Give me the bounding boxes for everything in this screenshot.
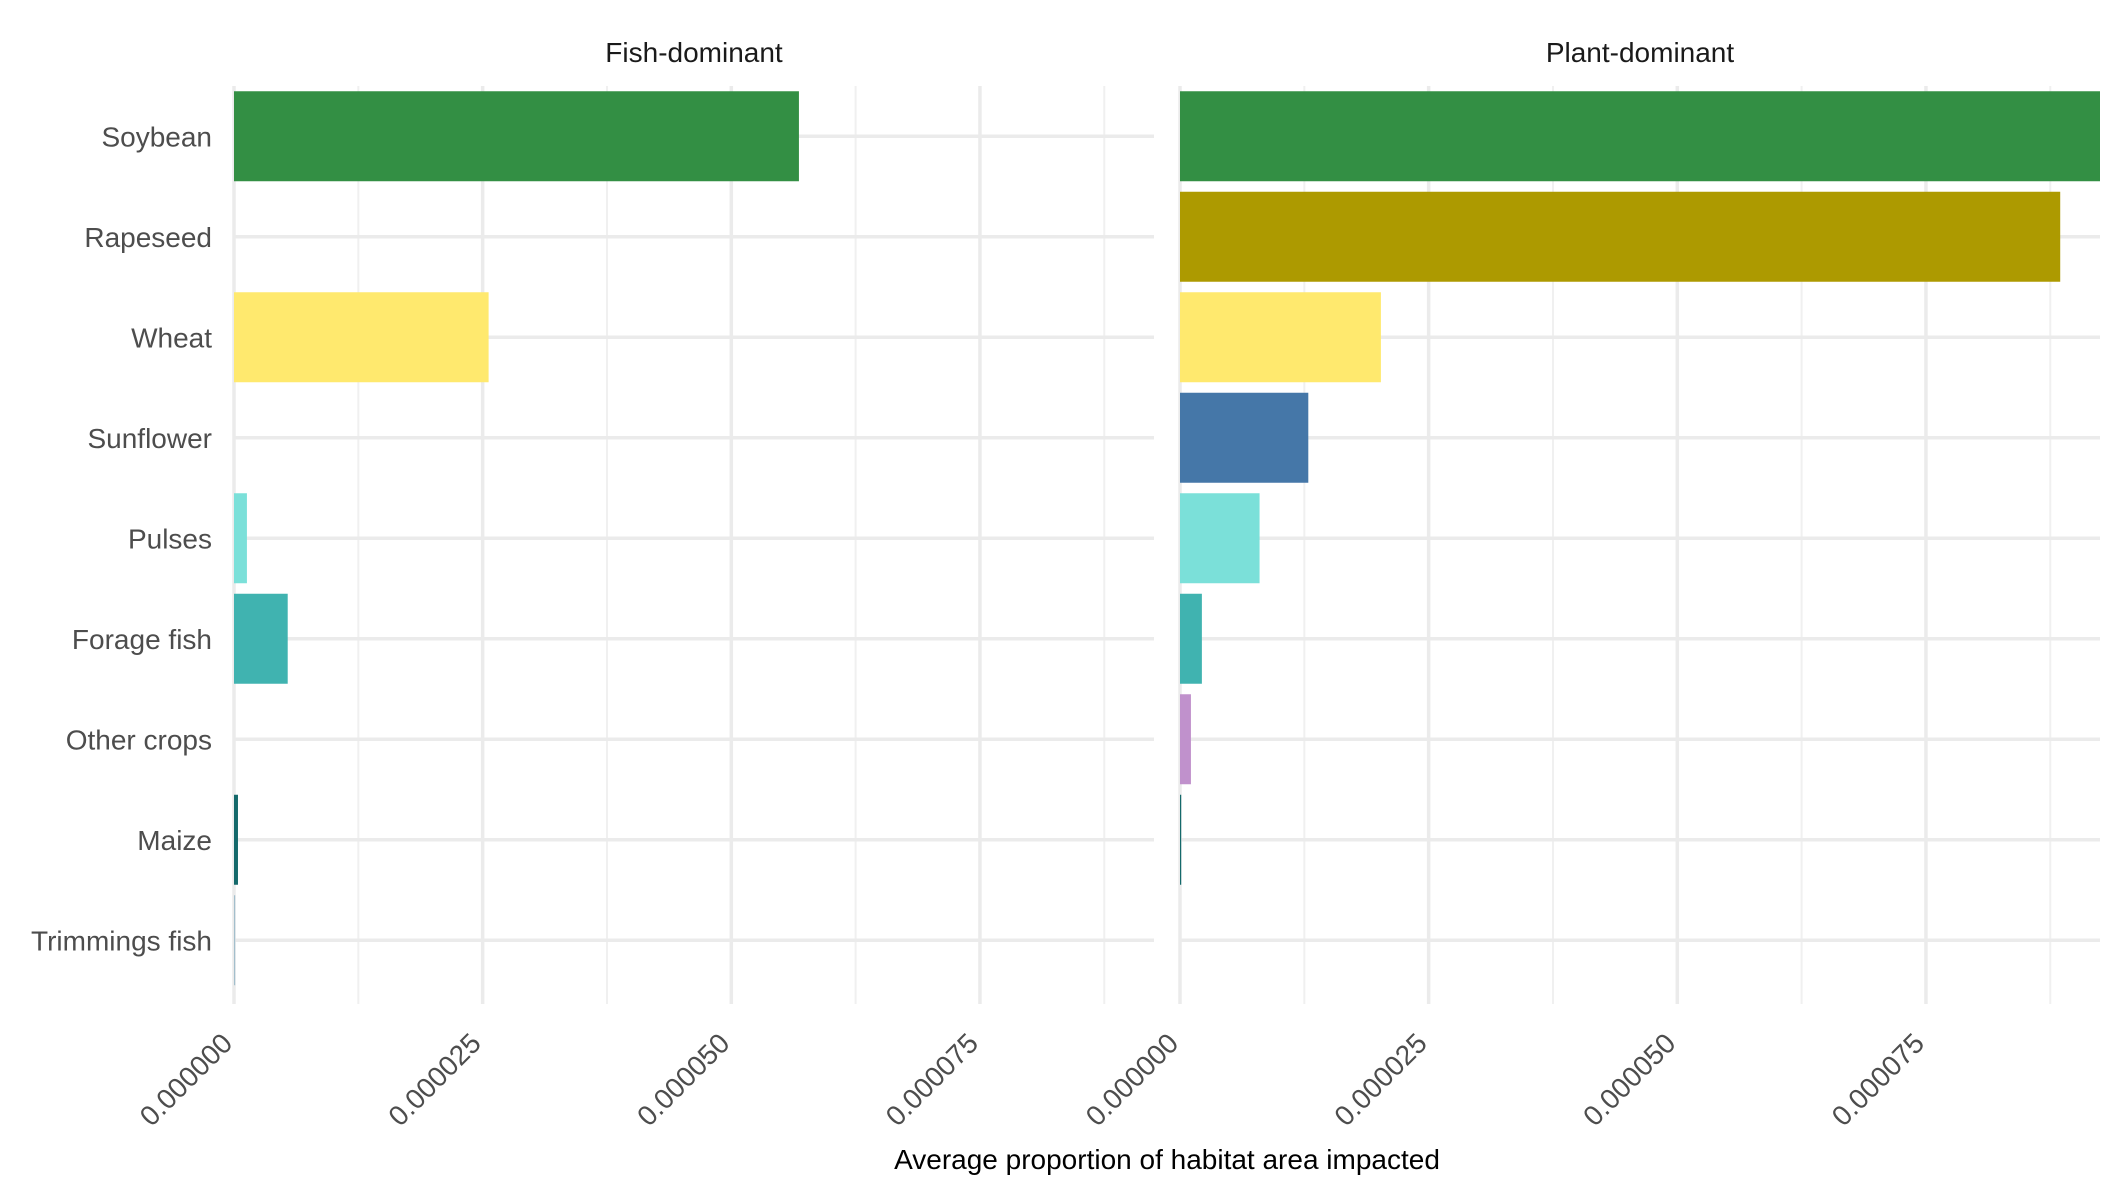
y-tick-label-pulses: Pulses — [128, 523, 212, 554]
bar-plant-dominant-wheat — [1180, 292, 1381, 383]
bar-plant-dominant-rapeseed — [1180, 191, 2061, 282]
x-axis-title: Average proportion of habitat area impac… — [894, 1144, 1440, 1175]
bar-fish-dominant-wheat — [234, 292, 489, 383]
bar-plant-dominant-forage-fish — [1180, 593, 1202, 684]
y-tick-label-wheat: Wheat — [131, 322, 212, 353]
y-tick-label-sunflower: Sunflower — [87, 423, 212, 454]
panel-fish-dominant: Fish-dominant 0.000000 0.000025 0.000050 0.0… — [134, 37, 1154, 1132]
y-tick-label-soybean: Soybean — [101, 121, 212, 152]
x-tick-label: 0.000000 — [1080, 1027, 1185, 1132]
x-tick-label: 0.000075 — [880, 1027, 985, 1132]
y-tick-label-maize: Maize — [137, 825, 212, 856]
bar-fish-dominant-soybean — [234, 91, 799, 182]
x-tick-label: 0.000050 — [631, 1027, 736, 1132]
y-tick-label-trimmings-fish: Trimmings fish — [31, 925, 212, 956]
x-tick-label: 0.000025 — [1328, 1027, 1433, 1132]
x-tick-label: 0.000000 — [134, 1027, 239, 1132]
bar-plant-dominant-soybean — [1180, 91, 2100, 182]
y-tick-label-rapeseed: Rapeseed — [84, 222, 212, 253]
bar-plant-dominant-maize — [1180, 794, 1182, 885]
y-tick-label-other-crops: Other crops — [66, 724, 212, 755]
bar-plant-dominant-other-crops — [1180, 694, 1191, 785]
bar-fish-dominant-pulses — [234, 493, 247, 584]
bar-plant-dominant-pulses — [1180, 493, 1260, 584]
x-tick-label: 0.000075 — [1826, 1027, 1931, 1132]
facet-title: Fish-dominant — [605, 37, 783, 68]
bar-plant-dominant-sunflower — [1180, 392, 1309, 483]
x-tick-label: 0.000025 — [382, 1027, 487, 1132]
facet-title: Plant-dominant — [1546, 37, 1735, 68]
y-tick-label-forage-fish: Forage fish — [72, 624, 212, 655]
bar-fish-dominant-maize — [234, 794, 238, 885]
bar-fish-dominant-forage-fish — [234, 593, 288, 684]
bar-fish-dominant-trimmings-fish — [234, 895, 236, 986]
panel-plant-dominant: Plant-dominant 0.000000 0.000025 0.000050 0.… — [1080, 37, 2100, 1132]
x-tick-label: 0.000050 — [1577, 1027, 1682, 1132]
